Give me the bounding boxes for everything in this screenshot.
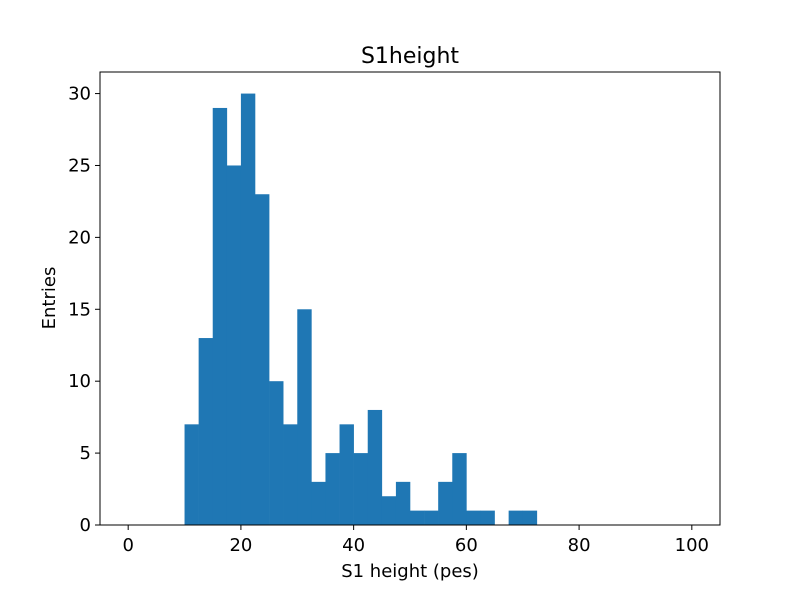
- histogram-bar: [240, 93, 256, 526]
- y-tick-label: 15: [68, 299, 91, 320]
- histogram-bar: [508, 510, 524, 525]
- histogram-bar: [269, 381, 284, 525]
- histogram-bar: [212, 107, 228, 525]
- x-axis-label: S1 height (pes): [341, 561, 479, 582]
- histogram-bar: [339, 424, 354, 525]
- y-tick-label: 10: [68, 371, 91, 392]
- histogram-bar: [410, 510, 425, 525]
- histogram-bar: [480, 510, 495, 525]
- histogram-bar: [184, 424, 199, 525]
- histogram-bar: [438, 481, 453, 525]
- y-tick-label: 30: [68, 84, 91, 105]
- y-axis-label: Entries: [39, 267, 60, 330]
- histogram-bar: [311, 481, 326, 525]
- histogram-bar: [424, 510, 439, 525]
- y-axis-ticks: 0 5 10 15 20 25 30: [68, 84, 100, 536]
- histogram-bar: [255, 194, 270, 525]
- histogram-bar: [283, 424, 298, 525]
- histogram-bar: [522, 510, 538, 525]
- histogram-bar: [452, 453, 467, 525]
- x-tick-label: 40: [342, 535, 365, 556]
- x-axis-ticks: 0 20 40 60 80 100: [122, 525, 709, 556]
- histogram-bar: [198, 338, 214, 525]
- histogram-bar: [367, 409, 383, 525]
- histogram-bar: [353, 453, 369, 525]
- bars-group: [184, 93, 538, 526]
- histogram-bar: [325, 453, 340, 525]
- y-tick-label: 0: [80, 515, 91, 536]
- histogram-bar: [226, 165, 242, 525]
- histogram-bar: [466, 510, 481, 525]
- histogram-bar: [297, 309, 312, 525]
- y-tick-label: 25: [68, 155, 91, 176]
- x-tick-label: 0: [122, 535, 133, 556]
- axes-frame: [99, 71, 721, 526]
- y-tick-label: 20: [68, 227, 91, 248]
- y-tick-label: 5: [80, 443, 91, 464]
- x-tick-label: 80: [568, 535, 591, 556]
- chart-title: S1height: [361, 44, 459, 69]
- histogram-bar: [381, 496, 397, 525]
- x-tick-label: 60: [455, 535, 478, 556]
- histogram-bar: [395, 481, 411, 525]
- x-tick-label: 20: [229, 535, 252, 556]
- x-tick-label: 100: [675, 535, 709, 556]
